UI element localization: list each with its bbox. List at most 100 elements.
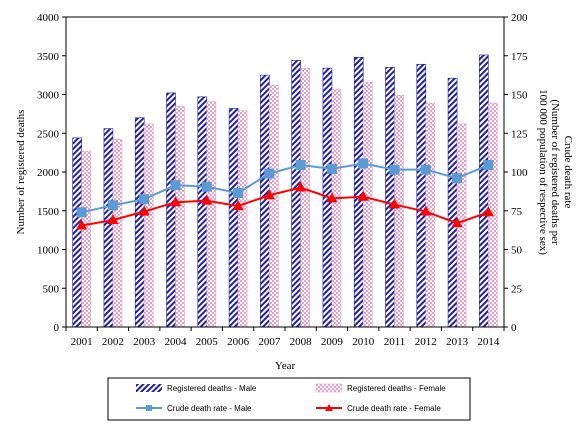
point-female bbox=[420, 205, 432, 216]
left-tick-label: 0 bbox=[54, 322, 60, 334]
bar-female bbox=[300, 67, 310, 328]
right-tick-label: 0 bbox=[511, 322, 517, 334]
x-tick-label: 2004 bbox=[165, 336, 188, 348]
x-tick-label: 2013 bbox=[446, 336, 469, 348]
point-female bbox=[389, 198, 400, 209]
bar-male bbox=[416, 63, 427, 328]
bar-female bbox=[112, 139, 123, 328]
left-tick-label: 2500 bbox=[37, 128, 60, 140]
x-tick-label: 2010 bbox=[352, 336, 375, 348]
x-axis-title: Year bbox=[275, 360, 296, 372]
point-male bbox=[358, 158, 369, 169]
point-female bbox=[107, 214, 119, 225]
x-tick-label: 2006 bbox=[227, 336, 250, 348]
point-female bbox=[357, 190, 369, 201]
x-tick-label: 2012 bbox=[415, 336, 437, 348]
right-axis-subtitle-1: (Number of registered deaths per bbox=[549, 99, 561, 245]
x-tick-label: 2011 bbox=[384, 336, 406, 348]
legend-label-male-line: Crude death rate - Male bbox=[167, 404, 252, 413]
point-female bbox=[482, 206, 494, 217]
legend-box bbox=[107, 377, 471, 421]
point-male bbox=[295, 160, 306, 171]
x-tick-label: 2007 bbox=[258, 336, 281, 348]
bar-female bbox=[143, 123, 154, 328]
left-tick-label: 3500 bbox=[37, 51, 60, 63]
legend-marker-female-line bbox=[325, 404, 333, 411]
bar-female bbox=[394, 94, 404, 328]
x-tick-label: 2014 bbox=[477, 336, 500, 348]
x-tick-label: 2003 bbox=[133, 336, 156, 348]
point-female bbox=[201, 194, 213, 205]
left-tick-label: 1000 bbox=[37, 245, 60, 257]
bar-female bbox=[237, 110, 248, 328]
point-female bbox=[326, 192, 338, 203]
legend-label-male-bar: Registered deaths - Male bbox=[167, 384, 257, 393]
point-male bbox=[264, 168, 275, 179]
point-female bbox=[76, 219, 88, 230]
left-tick-label: 1500 bbox=[37, 206, 60, 218]
point-female bbox=[170, 196, 181, 207]
point-male bbox=[326, 163, 337, 174]
bar-male bbox=[166, 92, 176, 328]
right-axis-title: Crude death rate bbox=[562, 136, 574, 209]
legend-marker-male-line bbox=[146, 405, 152, 411]
line-crude-rate-male bbox=[81, 162, 489, 214]
bar-male bbox=[353, 56, 364, 328]
point-male bbox=[76, 207, 87, 218]
bar-male bbox=[72, 137, 82, 328]
point-female bbox=[232, 200, 244, 211]
bar-male bbox=[197, 96, 208, 328]
bar-female bbox=[206, 101, 217, 328]
point-female bbox=[263, 189, 275, 200]
legend-label-female-line: Crude death rate - Female bbox=[347, 404, 441, 413]
legend-swatch-female-bar bbox=[315, 383, 343, 393]
point-male bbox=[483, 160, 494, 171]
point-female bbox=[295, 181, 307, 192]
x-tick-label: 2008 bbox=[290, 336, 313, 348]
point-male bbox=[233, 187, 244, 198]
x-tick-label: 2001 bbox=[71, 336, 93, 348]
bar-female bbox=[362, 81, 373, 328]
right-tick-label: 200 bbox=[511, 12, 528, 24]
plot-area bbox=[72, 54, 498, 328]
bar-male bbox=[447, 77, 458, 328]
bar-male bbox=[103, 128, 114, 328]
left-tick-label: 3000 bbox=[37, 90, 60, 102]
right-axis-subtitle-2: 100 000 population of respective sex) bbox=[537, 89, 549, 255]
legend-label-female-bar: Registered deaths - Female bbox=[347, 384, 446, 393]
x-tick-label: 2002 bbox=[102, 336, 124, 348]
bar-female bbox=[175, 105, 185, 328]
left-tick-label: 2000 bbox=[37, 167, 60, 179]
point-female bbox=[451, 217, 463, 228]
legend-swatch-male-bar bbox=[136, 384, 162, 392]
left-axis-title: Number of registered deaths bbox=[15, 110, 27, 235]
point-male bbox=[420, 164, 431, 175]
right-tick-label: 25 bbox=[511, 283, 523, 295]
bar-female bbox=[81, 150, 91, 328]
legend: Registered deaths - Male Registered deat… bbox=[107, 377, 471, 421]
point-male bbox=[389, 164, 400, 175]
bar-female bbox=[331, 88, 342, 328]
bar-male bbox=[385, 67, 395, 328]
right-tick-label: 50 bbox=[511, 245, 523, 257]
x-tick-label: 2005 bbox=[196, 336, 219, 348]
bar-male bbox=[228, 108, 239, 328]
right-tick-label: 150 bbox=[511, 90, 528, 102]
left-tick-label: 4000 bbox=[37, 12, 60, 24]
point-male bbox=[170, 180, 181, 191]
bar-male bbox=[134, 117, 145, 328]
right-tick-label: 125 bbox=[511, 128, 528, 140]
bar-male bbox=[291, 60, 301, 328]
line-crude-rate-female bbox=[81, 186, 489, 227]
point-male bbox=[201, 181, 212, 192]
x-tick-label: 2009 bbox=[321, 336, 344, 348]
point-male bbox=[452, 173, 463, 184]
right-tick-label: 75 bbox=[511, 206, 523, 218]
bar-male bbox=[260, 74, 270, 328]
bar-female bbox=[269, 84, 279, 328]
point-male bbox=[107, 200, 118, 211]
point-male bbox=[139, 194, 150, 205]
bar-male bbox=[479, 54, 489, 328]
right-tick-label: 175 bbox=[511, 51, 528, 63]
